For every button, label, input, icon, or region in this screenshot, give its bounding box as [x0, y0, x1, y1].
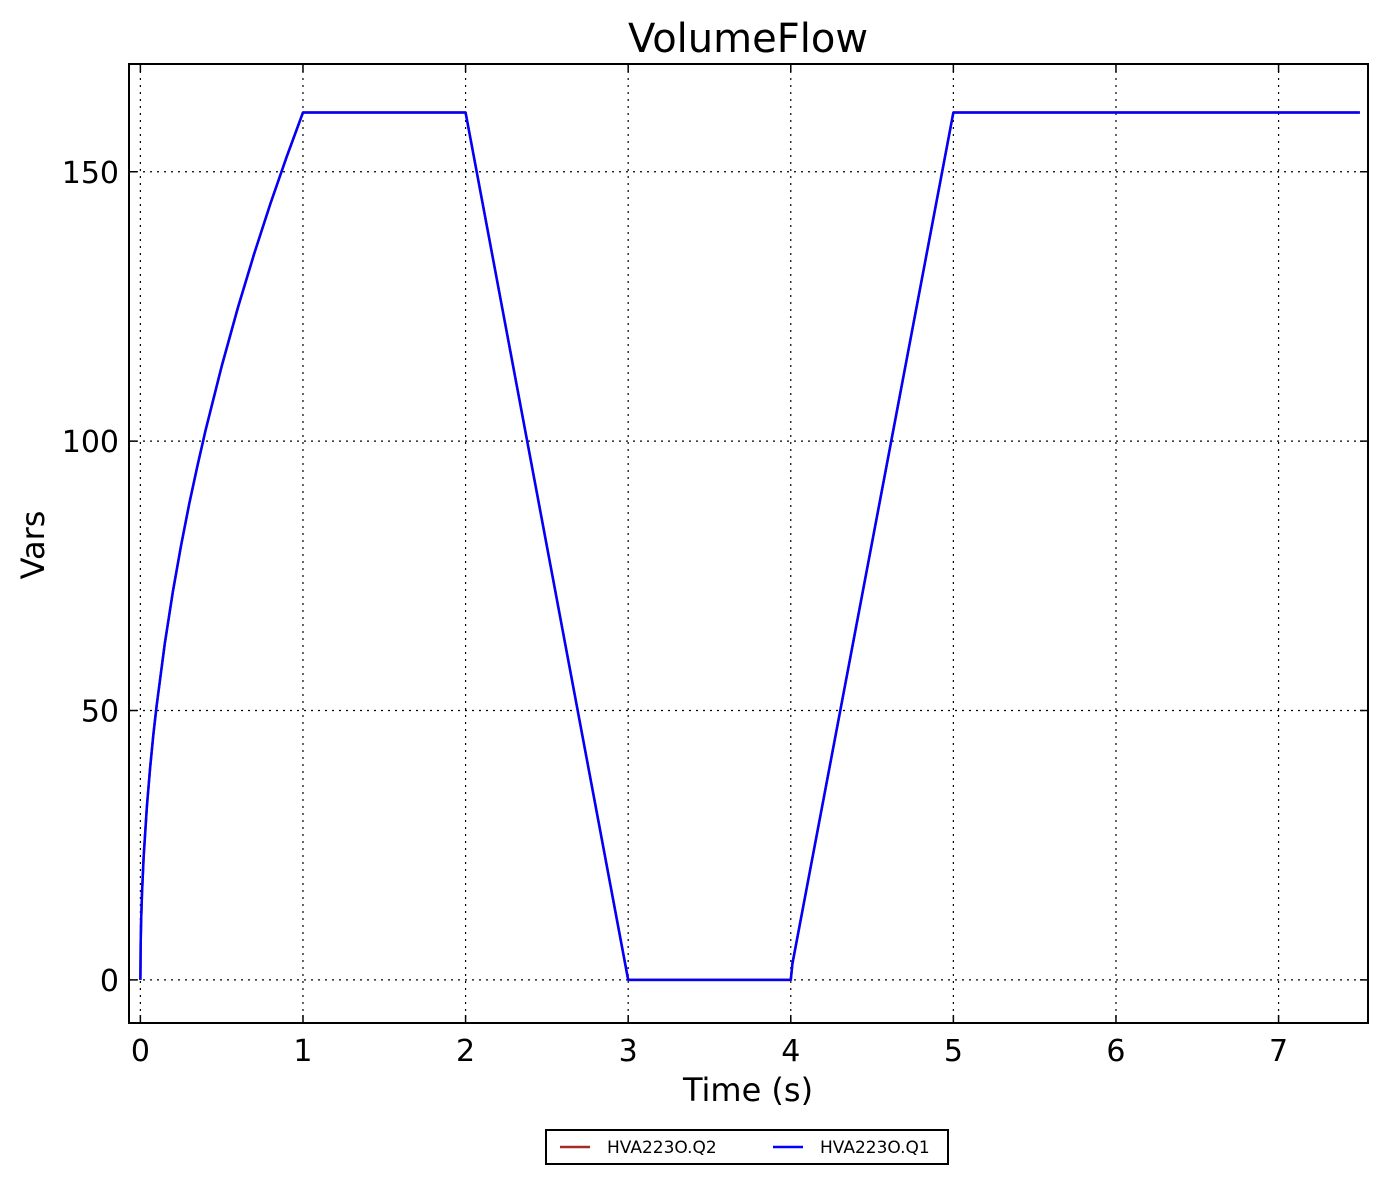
- x-tick-label: 3: [619, 1034, 638, 1069]
- plot-frame: [128, 63, 1369, 1024]
- x-tick-label: 5: [944, 1034, 963, 1069]
- y-tick-label: 150: [62, 156, 119, 191]
- x-tick-label: 1: [293, 1034, 312, 1069]
- x-tick-label: 2: [456, 1034, 475, 1069]
- legend-box: [545, 1129, 949, 1165]
- x-tick-label: 4: [781, 1034, 800, 1069]
- x-tick-label: 7: [1269, 1034, 1288, 1069]
- y-tick-label: 0: [100, 964, 119, 999]
- y-tick-label: 100: [62, 425, 119, 460]
- series-line-hva223o-q2: [139, 111, 1360, 982]
- legend-label: HVA223O.Q1: [820, 1138, 930, 1158]
- series-layer: [139, 111, 1360, 982]
- legend-label: HVA223O.Q2: [607, 1138, 717, 1158]
- axis-ticks: 0 1 2 3 4 5 6 7 0 50 100 150: [62, 64, 1368, 1069]
- legend: HVA223O.Q2 HVA223O.Q1: [545, 1129, 949, 1165]
- x-tick-label: 6: [1106, 1034, 1125, 1069]
- x-axis-label: Time (s): [682, 1071, 813, 1109]
- y-tick-label: 50: [81, 695, 119, 730]
- y-axis-label: Vars: [14, 511, 52, 580]
- x-tick-label: 0: [131, 1034, 150, 1069]
- series-line-hva223o-q1: [139, 111, 1360, 982]
- chart-title: VolumeFlow: [628, 16, 868, 62]
- grid-lines: [129, 64, 1368, 1023]
